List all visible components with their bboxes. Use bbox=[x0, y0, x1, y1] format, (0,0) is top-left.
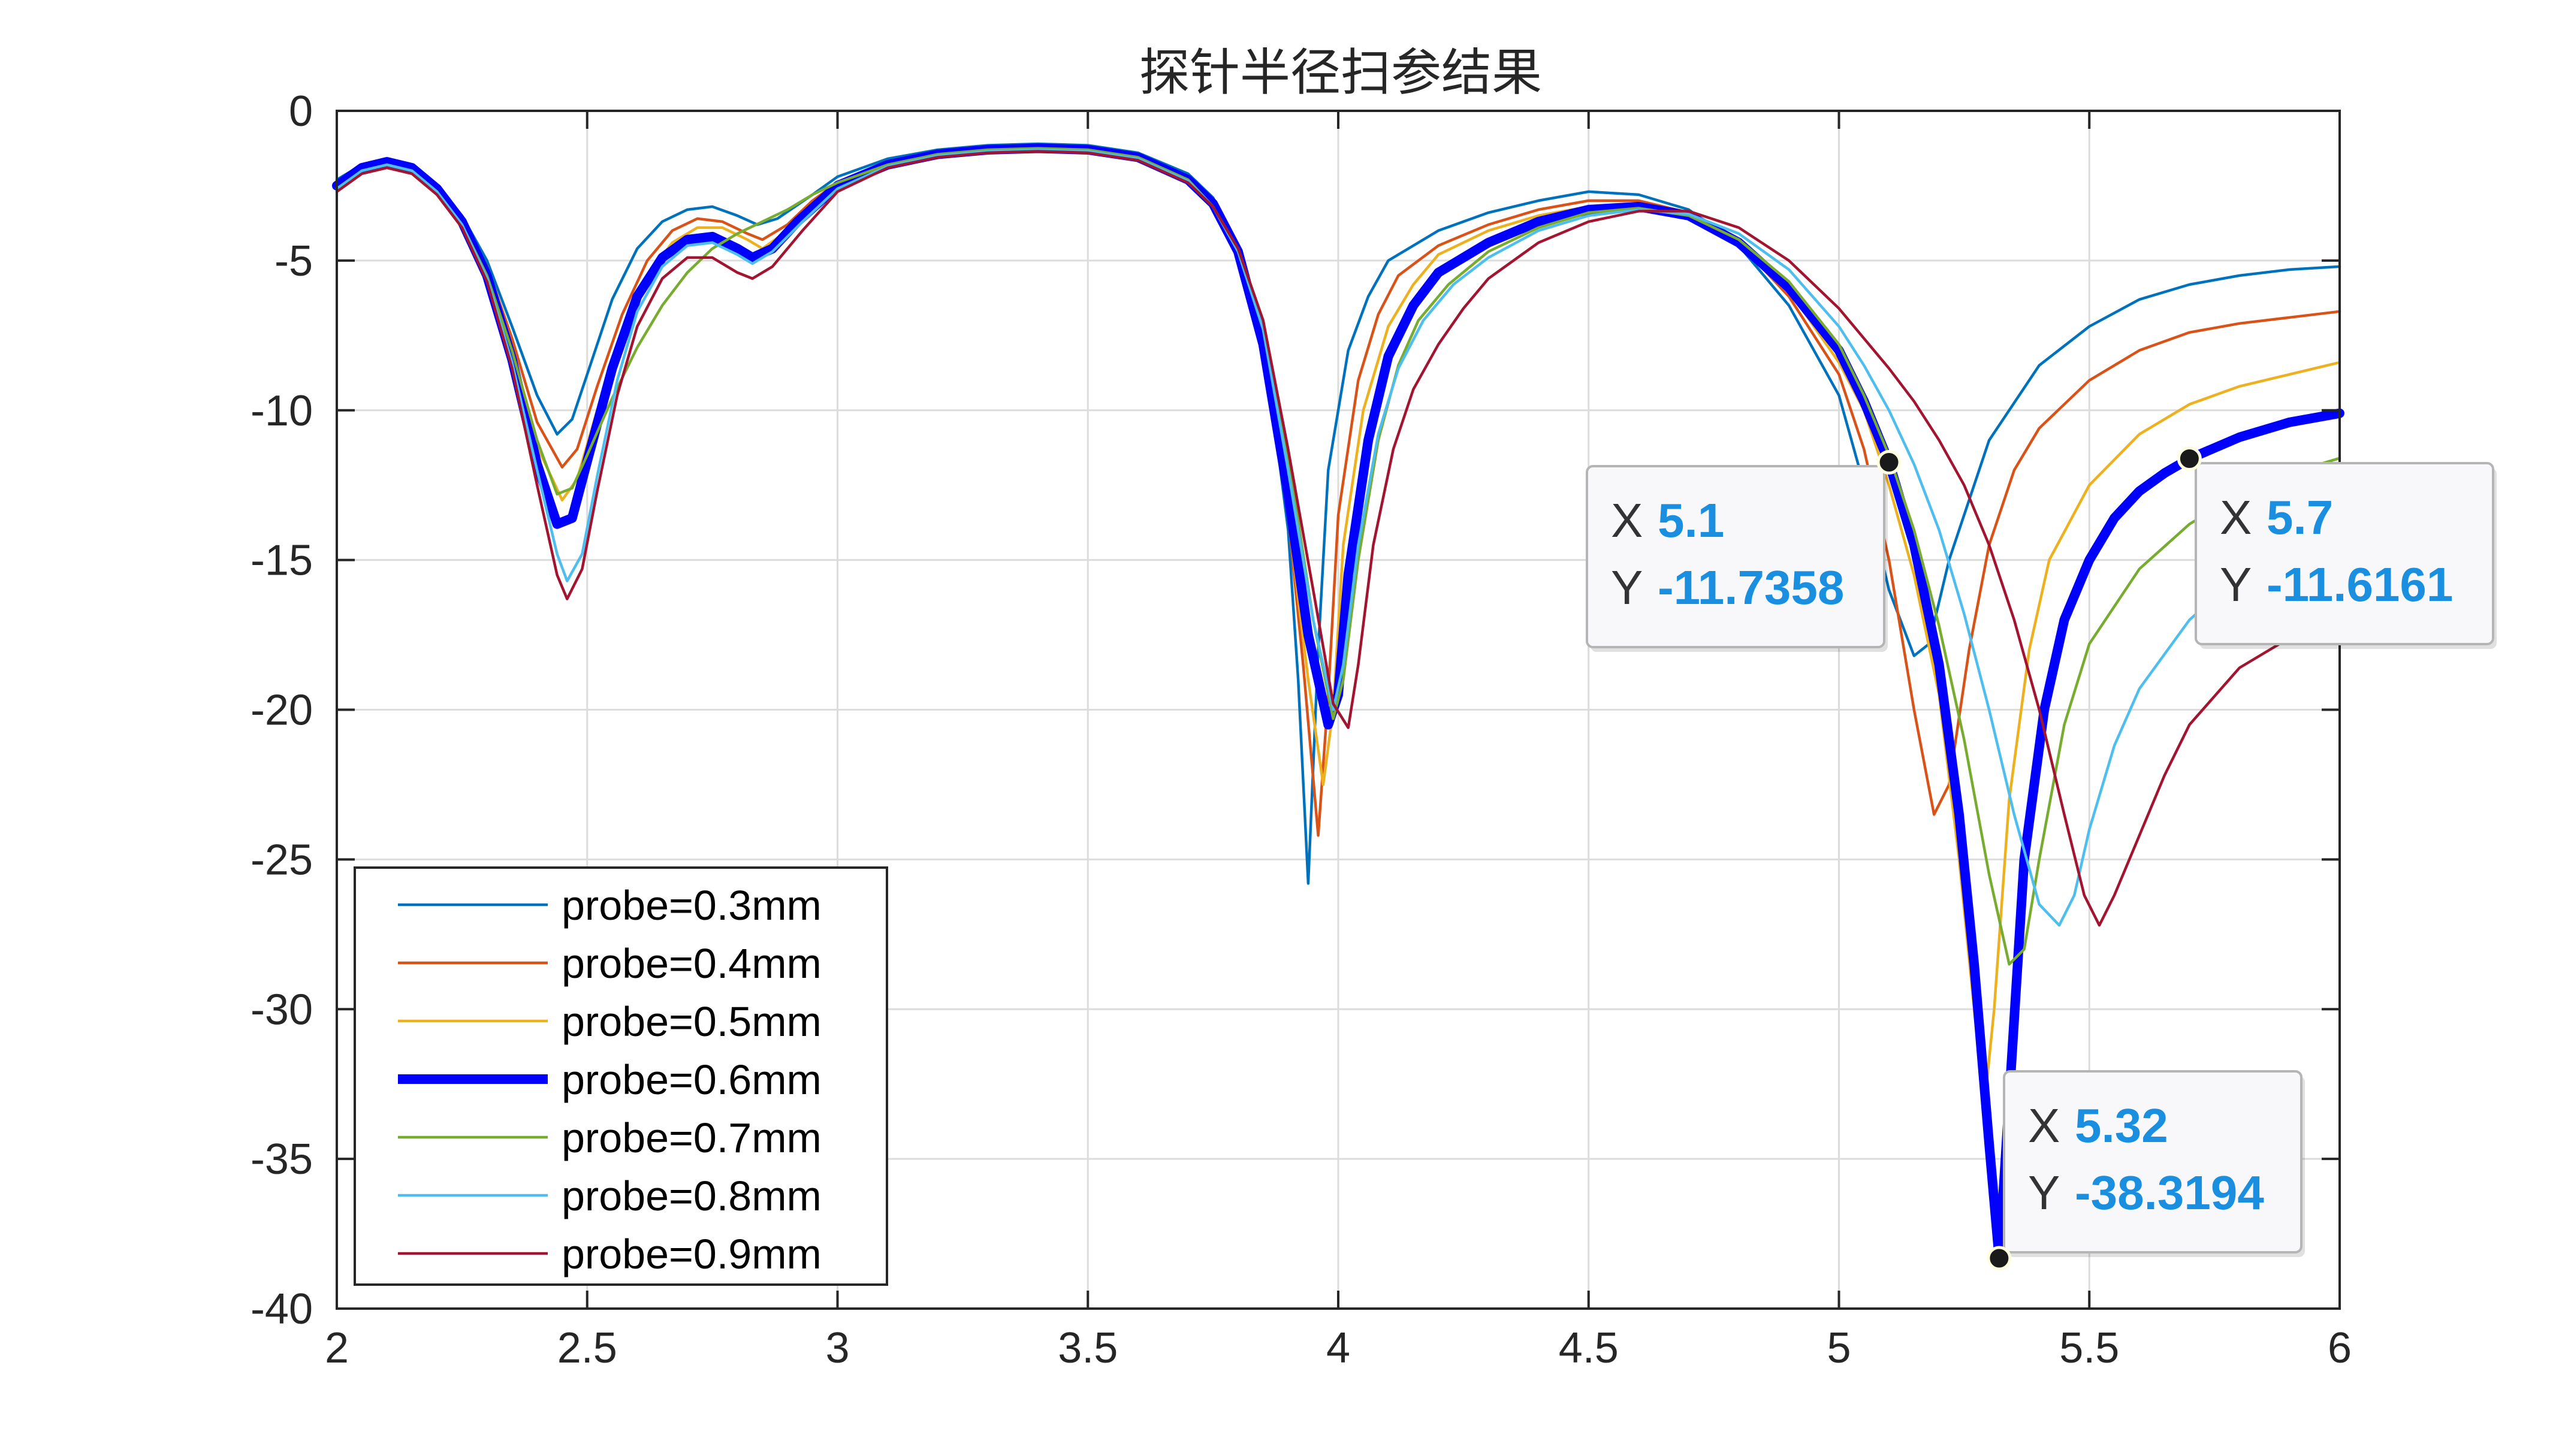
tick-labels: 2 2.5 3 3.5 4 4.5 5 5.5 6 0 -5 -10 -15 -20 -25 -30 -35 -4… bbox=[251, 87, 2352, 1372]
legend-label-2: probe=0.4mm bbox=[562, 940, 822, 987]
datatip-box bbox=[1586, 465, 1885, 648]
chart-title: 探针半径扫参结果 bbox=[1139, 43, 1542, 102]
datatip-x-label: X bbox=[2028, 1099, 2060, 1152]
legend-label-4: probe=0.6mm bbox=[562, 1056, 822, 1103]
legend-label-5: probe=0.7mm bbox=[562, 1114, 822, 1161]
x-tick-label: 4.5 bbox=[1559, 1324, 1619, 1372]
x-tick-label: 2.5 bbox=[557, 1324, 617, 1372]
y-tick-label: -35 bbox=[251, 1135, 313, 1183]
x-tick-label: 6 bbox=[2328, 1324, 2352, 1372]
x-tick-label: 5 bbox=[1827, 1324, 1851, 1372]
datatip-y-label: Y bbox=[2220, 558, 2252, 611]
datatip-2: X 5.7 Y -11.6161 bbox=[2177, 446, 2497, 649]
y-tick-label: -25 bbox=[251, 836, 313, 884]
y-tick-label: -15 bbox=[251, 537, 313, 585]
y-tick-label: -30 bbox=[251, 986, 313, 1034]
datatip-box bbox=[2195, 462, 2494, 645]
datatip-x-value: 5.1 bbox=[1658, 494, 1724, 547]
x-tick-label: 4 bbox=[1326, 1324, 1350, 1372]
series-line-7 bbox=[335, 150, 2341, 927]
datatip-box bbox=[2003, 1070, 2303, 1253]
datatip-x-label: X bbox=[2220, 491, 2252, 544]
datatip-x-value: 5.7 bbox=[2267, 491, 2333, 544]
datatip-1: X 5.1 Y -11.7358 bbox=[1586, 449, 1902, 652]
datatip-3: X 5.32 Y -38.3194 bbox=[1987, 1070, 2305, 1271]
series-line-6 bbox=[335, 148, 2341, 927]
datatip-y-label: Y bbox=[1611, 561, 1643, 614]
datatip-x-label: X bbox=[1611, 494, 1643, 547]
datatip-x-value: 5.32 bbox=[2075, 1099, 2168, 1152]
axes-frame bbox=[336, 110, 2341, 1310]
legend-label-7: probe=0.9mm bbox=[562, 1231, 822, 1277]
x-tick-label: 3.5 bbox=[1058, 1324, 1118, 1372]
datatip-y-value: -11.7358 bbox=[1658, 561, 1844, 614]
legend-label-1: probe=0.3mm bbox=[562, 882, 822, 929]
legend-label-3: probe=0.5mm bbox=[562, 998, 822, 1045]
x-tick-label: 3 bbox=[825, 1324, 849, 1372]
datatip-marker bbox=[1987, 1246, 2012, 1271]
legend-label-6: probe=0.8mm bbox=[562, 1173, 822, 1219]
y-tick-label: -40 bbox=[251, 1285, 313, 1333]
datatip-marker bbox=[1876, 449, 1902, 475]
datatip-marker bbox=[2177, 446, 2202, 472]
datatip-y-label: Y bbox=[2028, 1166, 2060, 1219]
x-tick-label: 2 bbox=[325, 1324, 349, 1372]
datatips: X 5.1 Y -11.7358 X 5.7 Y -11.6161 X 5.32 Y -38.3194 bbox=[1586, 446, 2497, 1271]
y-tick-label: -5 bbox=[274, 237, 313, 285]
y-tick-label: 0 bbox=[289, 87, 313, 135]
y-tick-label: -10 bbox=[251, 387, 313, 435]
y-tick-label: -20 bbox=[251, 687, 313, 735]
legend: probe=0.3mm probe=0.4mm probe=0.5mm probe=0… bbox=[354, 866, 888, 1286]
x-tick-label: 5.5 bbox=[2059, 1324, 2119, 1372]
datatip-y-value: -11.6161 bbox=[2267, 558, 2453, 611]
datatip-y-value: -38.3194 bbox=[2075, 1166, 2264, 1219]
